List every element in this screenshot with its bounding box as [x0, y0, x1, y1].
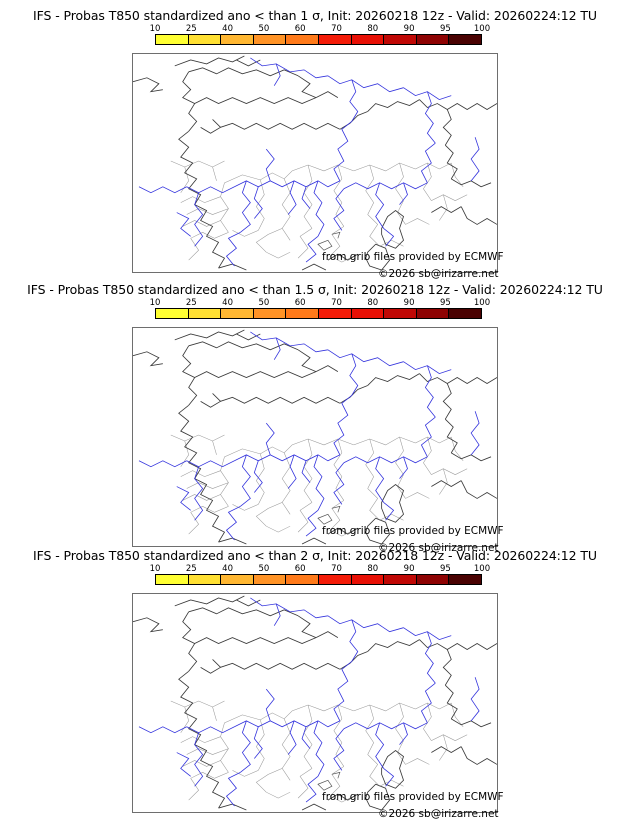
map-rivers	[138, 331, 480, 541]
colorbar-tick-80: 80	[367, 24, 379, 34]
colorbar-tick-40: 40	[222, 298, 234, 308]
colorbar-tick-90: 90	[403, 564, 415, 574]
colorbar-tick-labels: 10 25 40 50 60 70 80 90 95 100	[150, 24, 491, 35]
colorbar-gradient	[155, 308, 482, 319]
map-graphic	[133, 595, 497, 811]
map-compass-decoration	[317, 771, 341, 791]
colorbar-tick-95: 95	[439, 298, 451, 308]
colorbar-segment-25	[188, 575, 222, 584]
colorbar-segment-70	[318, 575, 352, 584]
map-graphic	[133, 55, 497, 271]
colorbar-tick-10: 10	[149, 298, 161, 308]
colorbar-segment-70	[318, 35, 352, 44]
colorbar-tick-60: 60	[294, 564, 306, 574]
colorbar-segment-25	[188, 309, 222, 318]
forecast-map[interactable]	[132, 53, 498, 273]
colorbar-segment-60	[286, 575, 319, 584]
colorbar-segment-95	[416, 575, 450, 584]
panel-title: IFS - Probas T850 standardized ano < tha…	[33, 548, 597, 563]
colorbar-tick-100: 100	[473, 564, 491, 574]
map-rivers	[138, 597, 480, 807]
colorbar-tick-40: 40	[222, 24, 234, 34]
map-compass-decoration	[317, 505, 341, 525]
colorbar-tick-100: 100	[473, 298, 491, 308]
colorbar-segment-60	[286, 309, 319, 318]
colorbar-tick-95: 95	[439, 24, 451, 34]
colorbar-segment-50	[253, 35, 287, 44]
colorbar-tick-70: 70	[331, 24, 342, 34]
colorbar-gradient	[155, 34, 482, 45]
colorbar-tick-10: 10	[149, 24, 161, 34]
colorbar-tick-10: 10	[149, 564, 161, 574]
colorbar-segment-100	[449, 309, 481, 318]
colorbar-tick-80: 80	[367, 298, 379, 308]
colorbar-segment-50	[253, 575, 287, 584]
colorbar-segment-10	[156, 35, 189, 44]
colorbar-tick-labels: 10 25 40 50 60 70 80 90 95 100	[150, 298, 491, 309]
map-coastline	[133, 595, 497, 811]
credit-copyright: ©2026 sb@irizarre.net	[378, 542, 499, 554]
colorbar-tick-100: 100	[473, 24, 491, 34]
colorbar-segment-80	[351, 35, 385, 44]
colorbar-tick-25: 25	[185, 298, 197, 308]
colorbar-tick-60: 60	[294, 24, 306, 34]
forecast-panel: IFS - Probas T850 standardized ano < tha…	[0, 8, 630, 280]
colorbar-segment-40	[221, 575, 254, 584]
colorbar-segment-80	[351, 309, 385, 318]
forecast-panel: IFS - Probas T850 standardized ano < tha…	[0, 548, 630, 820]
colorbar-segment-90	[384, 35, 417, 44]
credit-copyright: ©2026 sb@irizarre.net	[378, 268, 499, 280]
colorbar-tick-25: 25	[185, 564, 197, 574]
colorbar-segment-70	[318, 309, 352, 318]
forecast-map[interactable]	[132, 327, 498, 547]
colorbar-tick-50: 50	[258, 564, 270, 574]
colorbar-segment-25	[188, 35, 222, 44]
map-rivers	[138, 57, 480, 267]
colorbar-tick-labels: 10 25 40 50 60 70 80 90 95 100	[150, 564, 491, 575]
map-compass-decoration	[317, 231, 341, 251]
map-coastline	[133, 55, 497, 271]
map-coastline	[133, 329, 497, 545]
colorbar-tick-25: 25	[185, 24, 197, 34]
credit-copyright: ©2026 sb@irizarre.net	[378, 808, 499, 820]
colorbar-tick-80: 80	[367, 564, 379, 574]
credit-ecmwf: from grib files provided by ECMWF	[322, 251, 504, 263]
colorbar-gradient	[155, 574, 482, 585]
colorbar-tick-60: 60	[294, 298, 306, 308]
colorbar-tick-95: 95	[439, 564, 451, 574]
colorbar-tick-50: 50	[258, 298, 270, 308]
colorbar: 10 25 40 50 60 70 80 90 95 100	[150, 564, 491, 585]
colorbar-segment-80	[351, 575, 385, 584]
colorbar-tick-50: 50	[258, 24, 270, 34]
forecast-panel: IFS - Probas T850 standardized ano < tha…	[0, 282, 630, 554]
colorbar-segment-95	[416, 309, 450, 318]
colorbar-segment-60	[286, 35, 319, 44]
colorbar-segment-90	[384, 575, 417, 584]
map-admin-borders	[170, 434, 468, 537]
colorbar-segment-40	[221, 309, 254, 318]
colorbar-segment-95	[416, 35, 450, 44]
map-graphic	[133, 329, 497, 545]
colorbar-tick-90: 90	[403, 24, 415, 34]
forecast-map[interactable]	[132, 593, 498, 813]
colorbar-segment-10	[156, 575, 189, 584]
colorbar-segment-10	[156, 309, 189, 318]
credit-ecmwf: from grib files provided by ECMWF	[322, 525, 504, 537]
panel-title: IFS - Probas T850 standardized ano < tha…	[27, 282, 603, 297]
colorbar: 10 25 40 50 60 70 80 90 95 100	[150, 24, 491, 45]
credit-ecmwf: from grib files provided by ECMWF	[322, 791, 504, 803]
colorbar-segment-100	[449, 575, 481, 584]
colorbar-tick-70: 70	[331, 298, 342, 308]
colorbar-tick-70: 70	[331, 564, 342, 574]
colorbar: 10 25 40 50 60 70 80 90 95 100	[150, 298, 491, 319]
colorbar-segment-90	[384, 309, 417, 318]
panel-title: IFS - Probas T850 standardized ano < tha…	[33, 8, 597, 23]
colorbar-tick-40: 40	[222, 564, 234, 574]
colorbar-segment-100	[449, 35, 481, 44]
colorbar-segment-40	[221, 35, 254, 44]
colorbar-segment-50	[253, 309, 287, 318]
colorbar-tick-90: 90	[403, 298, 415, 308]
